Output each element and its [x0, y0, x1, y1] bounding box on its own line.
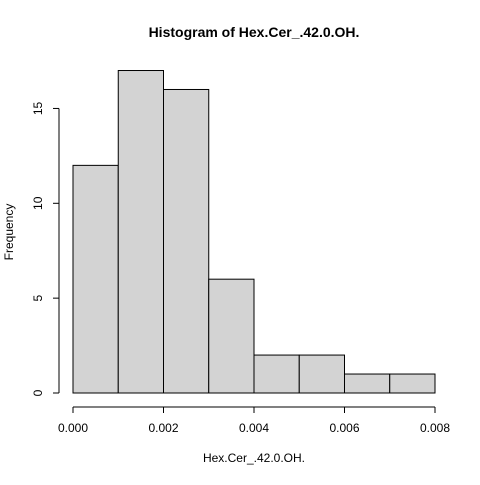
histogram-bar-1: [72, 164, 119, 394]
histogram-bar-8: [389, 373, 436, 394]
y-tick-label: 5: [31, 294, 45, 301]
x-axis-label: Hex.Cer_.42.0.OH.: [203, 451, 305, 465]
y-axis: 0 5 10 15: [31, 101, 60, 396]
histogram-bar-6: [298, 354, 345, 394]
x-tick-label: 0.000: [58, 421, 88, 435]
y-tick-label: 0: [31, 389, 45, 396]
y-tick-label: 10: [31, 196, 45, 210]
histogram-bar-7: [344, 373, 391, 394]
y-tick-label: 15: [31, 101, 45, 115]
histogram-bar-2: [117, 70, 164, 394]
y-axis-label: Frequency: [2, 204, 16, 261]
chart-title: Histogram of Hex.Cer_.42.0.OH.: [149, 24, 360, 40]
x-tick-label: 0.008: [420, 421, 450, 435]
histogram-bar-4: [208, 278, 255, 394]
bars-group: [72, 70, 436, 394]
x-tick-label: 0.002: [148, 421, 178, 435]
histogram-bar-5: [253, 354, 300, 394]
x-tick-label: 0.004: [239, 421, 269, 435]
x-axis: 0.000 0.002 0.004 0.006 0.008: [58, 406, 450, 435]
histogram-bar-3: [163, 88, 210, 394]
x-tick-label: 0.006: [329, 421, 359, 435]
